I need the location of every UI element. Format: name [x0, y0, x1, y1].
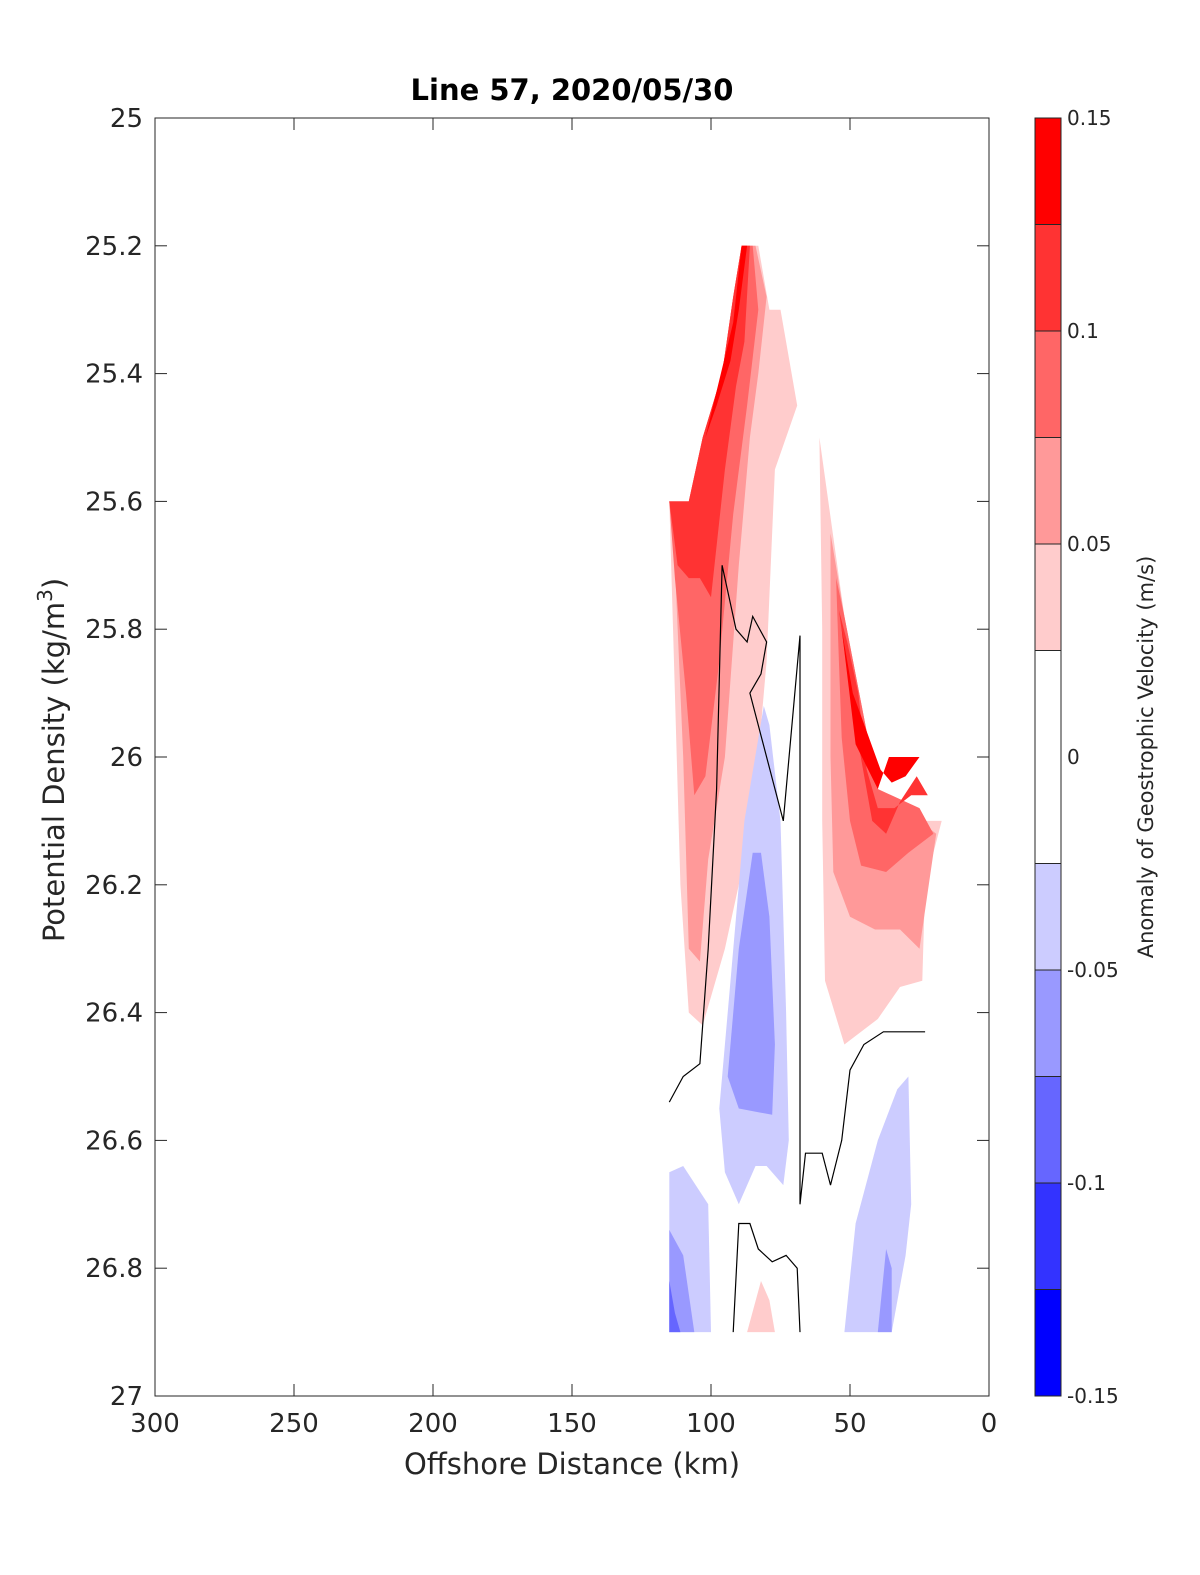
y-tick-label: 27 — [110, 1382, 143, 1412]
y-tick-label: 25 — [110, 104, 143, 134]
y-tick-label: 25.2 — [85, 232, 143, 262]
contour-region-16 — [669, 1281, 681, 1333]
colorbar-tick-label: -0.1 — [1067, 1171, 1106, 1195]
contour-region-9 — [705, 245, 748, 438]
x-tick-label: 150 — [547, 1409, 597, 1439]
colorbar-label: Anomaly of Geostrophic Velocity (m/s) — [1134, 556, 1158, 959]
zero-contour-line-0 — [668, 565, 926, 1205]
colorbar-segment — [1035, 970, 1061, 1077]
colorbar-segment — [1035, 224, 1061, 331]
x-axis: 300 250 200 150 100 50 0 — [130, 118, 997, 1439]
colorbar-tick-label: 0 — [1067, 745, 1080, 769]
colorbar-segment — [1035, 650, 1061, 864]
contour-region-5 — [836, 578, 934, 872]
x-tick-label: 50 — [833, 1409, 866, 1439]
y-axis: 25 25.2 25.4 25.6 25.8 26 26.2 26.4 26.6 26.8 27 — [85, 104, 989, 1412]
y-tick-label: 26.6 — [85, 1126, 143, 1156]
y-tick-label: 25.8 — [85, 615, 143, 645]
colorbar-segment — [1035, 863, 1061, 970]
colorbar-segment — [1035, 544, 1061, 651]
x-tick-label: 100 — [686, 1409, 736, 1439]
y-axis-label-end: ) — [37, 578, 71, 589]
colorbar: 0.15 0.1 0.05 0 -0.05 -0.1 -0.15 — [1034, 106, 1119, 1408]
y-tick-label: 25.4 — [85, 360, 143, 390]
chart-title: Line 57, 2020/05/30 — [411, 73, 734, 107]
x-tick-label: 0 — [981, 1409, 998, 1439]
contour-region-8 — [841, 629, 920, 789]
y-axis-label: Potential Density (kg/m3) — [33, 578, 71, 942]
y-tick-label: 26.4 — [85, 999, 143, 1029]
colorbar-tick-label: -0.05 — [1067, 958, 1119, 982]
contour-region-17 — [747, 1281, 775, 1333]
y-tick-label: 26.2 — [85, 871, 143, 901]
zero-contour-line-1 — [732, 1222, 801, 1333]
y-tick-label: 26.8 — [85, 1254, 143, 1284]
x-tick-label: 200 — [408, 1409, 458, 1439]
colorbar-segment — [1035, 118, 1061, 225]
y-axis-label-main: Potential Density (kg/m — [37, 602, 71, 942]
contour-region-13 — [727, 852, 775, 1115]
contour-region-14 — [669, 1229, 695, 1333]
colorbar-segment — [1035, 331, 1061, 438]
x-tick-label: 300 — [130, 1409, 180, 1439]
colorbar-segment — [1035, 1076, 1061, 1183]
colorbar-tick-label: -0.15 — [1067, 1384, 1119, 1408]
y-tick-label: 26 — [110, 743, 143, 773]
contour-region-12 — [844, 1076, 912, 1333]
y-tick-label: 25.6 — [85, 487, 143, 517]
x-tick-label: 250 — [269, 1409, 319, 1439]
colorbar-tick-label: 0.05 — [1067, 532, 1112, 556]
colorbar-tick-label: 0.1 — [1067, 319, 1099, 343]
colorbar-segment — [1035, 1183, 1061, 1290]
contour-region-15 — [877, 1249, 892, 1333]
colorbar-segment — [1035, 437, 1061, 544]
plot-area — [154, 117, 990, 1397]
x-axis-label: Offshore Distance (km) — [404, 1447, 740, 1481]
y-axis-label-sup: 3 — [33, 589, 57, 602]
colorbar-segment — [1035, 1289, 1061, 1396]
colorbar-tick-label: 0.15 — [1067, 106, 1112, 130]
